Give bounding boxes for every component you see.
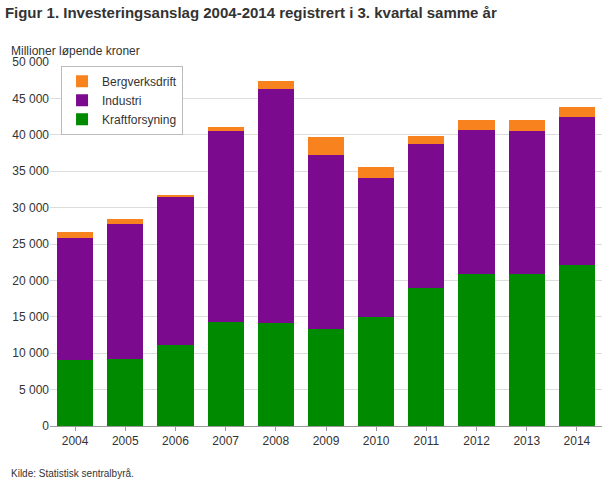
svg-text:2007: 2007 — [212, 434, 239, 448]
svg-text:35 000: 35 000 — [12, 164, 49, 178]
svg-text:50 000: 50 000 — [12, 55, 49, 69]
svg-text:Figur 1. Investeringsanslag 20: Figur 1. Investeringsanslag 2004-2014 re… — [5, 4, 497, 21]
svg-text:40 000: 40 000 — [12, 128, 49, 142]
svg-text:Millioner løpende kroner: Millioner løpende kroner — [11, 44, 140, 58]
svg-text:Industri: Industri — [102, 94, 141, 108]
svg-text:Kilde: Statistisk sentralbyrå.: Kilde: Statistisk sentralbyrå. — [11, 468, 134, 479]
svg-text:2004: 2004 — [62, 434, 89, 448]
svg-text:2008: 2008 — [262, 434, 289, 448]
svg-text:Bergverksdrift: Bergverksdrift — [102, 75, 177, 89]
svg-text:10 000: 10 000 — [12, 346, 49, 360]
svg-text:5 000: 5 000 — [19, 383, 49, 397]
svg-text:2010: 2010 — [363, 434, 390, 448]
svg-text:30 000: 30 000 — [12, 201, 49, 215]
svg-text:2009: 2009 — [313, 434, 340, 448]
svg-text:20 000: 20 000 — [12, 274, 49, 288]
svg-text:Kraftforsyning: Kraftforsyning — [102, 113, 176, 127]
svg-text:2013: 2013 — [513, 434, 540, 448]
svg-text:2005: 2005 — [112, 434, 139, 448]
svg-text:0: 0 — [42, 419, 49, 433]
svg-text:15 000: 15 000 — [12, 310, 49, 324]
svg-text:45 000: 45 000 — [12, 92, 49, 106]
svg-text:2011: 2011 — [413, 434, 439, 448]
svg-text:2006: 2006 — [162, 434, 189, 448]
svg-text:2012: 2012 — [463, 434, 490, 448]
svg-text:25 000: 25 000 — [12, 237, 49, 251]
svg-text:2014: 2014 — [564, 434, 591, 448]
